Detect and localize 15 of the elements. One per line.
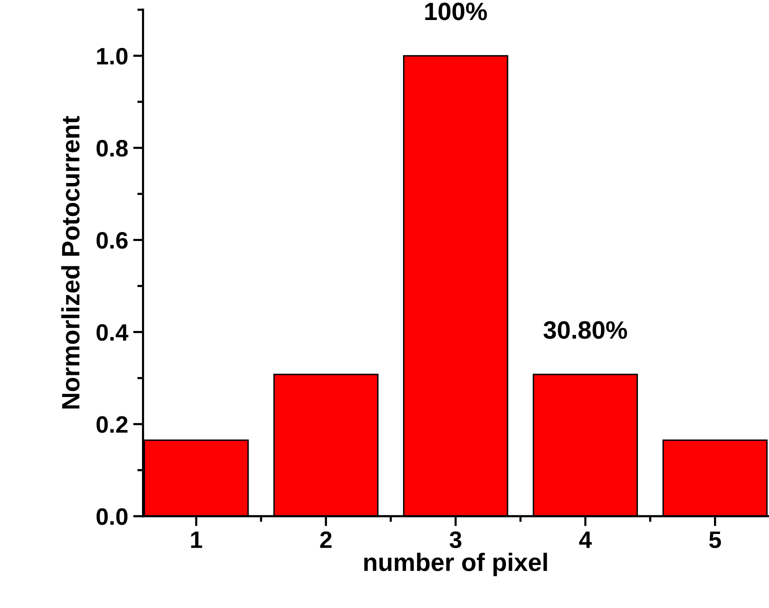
y-tick-label: 0.2: [96, 416, 128, 433]
y-tick-label: 0.6: [96, 232, 128, 249]
y-tick-label: 1.0: [97, 48, 128, 65]
y-axis-title: Normorlized Potocurrent: [61, 116, 80, 409]
x-tick-label: 1: [191, 532, 202, 548]
x-axis-title: number of pixel: [364, 552, 547, 576]
x-tick-label: 4: [579, 532, 592, 548]
annotation: 100%: [425, 2, 487, 20]
x-tick-label: 3: [450, 531, 462, 548]
y-tick-label: 0.8: [96, 140, 128, 157]
y-tick-label: 0.4: [96, 324, 128, 341]
x-tick-label: 5: [709, 532, 721, 548]
annotation: 30.80%: [544, 321, 628, 339]
x-tick-label: 2: [320, 531, 332, 548]
y-tick-label: 0.0: [96, 508, 128, 525]
